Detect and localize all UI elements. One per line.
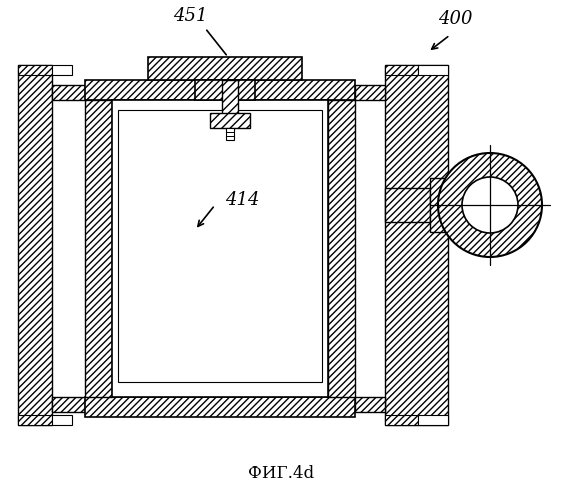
Polygon shape xyxy=(226,128,234,140)
Polygon shape xyxy=(385,188,430,222)
Polygon shape xyxy=(195,80,255,100)
Text: ФИГ.4d: ФИГ.4d xyxy=(248,465,314,482)
Polygon shape xyxy=(52,415,72,425)
Polygon shape xyxy=(85,397,355,417)
Polygon shape xyxy=(385,65,448,425)
Polygon shape xyxy=(118,110,322,382)
Circle shape xyxy=(438,153,542,257)
Polygon shape xyxy=(52,397,85,412)
Polygon shape xyxy=(210,113,250,128)
Polygon shape xyxy=(18,415,52,425)
Polygon shape xyxy=(18,65,52,425)
Text: 414: 414 xyxy=(225,191,260,209)
Polygon shape xyxy=(85,80,355,100)
Polygon shape xyxy=(85,100,112,397)
Polygon shape xyxy=(52,85,85,100)
Polygon shape xyxy=(52,65,72,75)
Polygon shape xyxy=(418,415,448,425)
Polygon shape xyxy=(385,65,418,75)
Polygon shape xyxy=(18,65,52,75)
Text: 400: 400 xyxy=(438,10,472,28)
Polygon shape xyxy=(112,100,328,397)
Polygon shape xyxy=(222,80,238,115)
Polygon shape xyxy=(148,57,302,80)
Polygon shape xyxy=(355,397,385,412)
Polygon shape xyxy=(385,415,418,425)
Polygon shape xyxy=(328,100,355,397)
Polygon shape xyxy=(418,65,448,75)
Polygon shape xyxy=(355,85,385,100)
Polygon shape xyxy=(430,178,450,232)
Text: 451: 451 xyxy=(173,7,207,25)
Circle shape xyxy=(462,177,518,233)
